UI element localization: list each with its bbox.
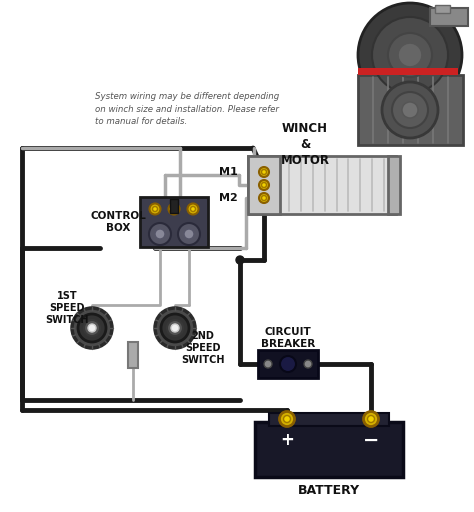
Circle shape [283, 416, 291, 422]
Circle shape [184, 229, 194, 239]
Circle shape [78, 314, 106, 342]
Circle shape [155, 229, 165, 239]
Circle shape [178, 223, 200, 245]
Circle shape [262, 169, 266, 175]
Circle shape [167, 320, 183, 336]
Circle shape [262, 196, 266, 201]
Circle shape [153, 206, 157, 211]
Bar [248, 156, 396, 214]
Text: 1ST
SPEED
SWITCH: 1ST SPEED SWITCH [45, 291, 89, 326]
Circle shape [72, 308, 112, 348]
Circle shape [149, 203, 161, 215]
Circle shape [236, 256, 244, 264]
Circle shape [264, 360, 272, 368]
Circle shape [402, 102, 418, 118]
Circle shape [155, 308, 195, 348]
Circle shape [161, 314, 189, 342]
Circle shape [149, 223, 171, 245]
Circle shape [280, 412, 294, 426]
Circle shape [172, 206, 176, 211]
Bar [269, 413, 389, 426]
Circle shape [84, 320, 100, 336]
Circle shape [259, 180, 269, 190]
Bar [258, 350, 318, 378]
Text: M1: M1 [219, 167, 238, 177]
Circle shape [398, 43, 422, 67]
Text: 2ND
SPEED
SWITCH: 2ND SPEED SWITCH [181, 331, 225, 366]
Text: BATTERY: BATTERY [298, 484, 360, 498]
Text: System wiring may be different depending
on winch size and installation. Please : System wiring may be different depending… [95, 92, 279, 126]
Circle shape [367, 416, 374, 422]
Circle shape [280, 356, 296, 372]
Text: CONTROL
BOX: CONTROL BOX [90, 211, 146, 233]
Bar [170, 199, 178, 213]
Circle shape [88, 324, 96, 332]
Bar [388, 156, 400, 214]
Circle shape [392, 92, 428, 128]
Circle shape [388, 33, 432, 77]
Bar [255, 422, 403, 477]
Bar [248, 156, 280, 214]
Text: CIRCUIT
BREAKER: CIRCUIT BREAKER [261, 327, 315, 349]
Text: M2: M2 [219, 193, 238, 203]
Bar [358, 75, 463, 145]
Circle shape [171, 324, 179, 332]
Circle shape [372, 17, 448, 93]
Text: −: − [363, 431, 379, 450]
Text: +: + [280, 431, 294, 449]
Circle shape [168, 203, 180, 215]
Bar [140, 197, 208, 247]
Bar [435, 5, 450, 13]
Circle shape [262, 182, 266, 187]
Circle shape [188, 203, 199, 215]
Circle shape [304, 360, 312, 368]
Circle shape [358, 3, 462, 107]
Bar [358, 68, 458, 75]
Bar [128, 342, 138, 368]
Circle shape [259, 167, 269, 177]
Bar [430, 8, 468, 26]
Text: WINCH
&
MOTOR: WINCH & MOTOR [281, 122, 329, 167]
Circle shape [382, 82, 438, 138]
Circle shape [191, 206, 195, 211]
Circle shape [364, 412, 379, 426]
Circle shape [259, 193, 269, 203]
